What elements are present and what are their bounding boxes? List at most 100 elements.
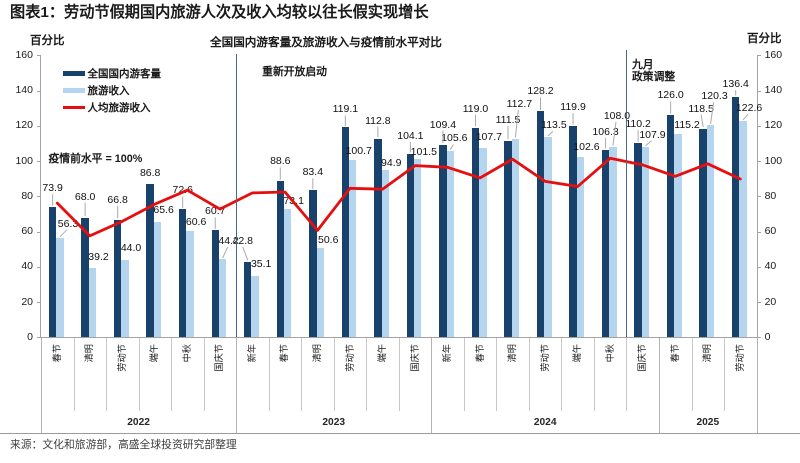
revenue-value-label: 107.9 <box>639 128 666 141</box>
right-axis-tick-label: 60 <box>764 225 777 238</box>
revenue-value-label: 50.6 <box>317 233 339 246</box>
value-label-leader-line <box>449 144 454 151</box>
revenue-value-label: 101.5 <box>410 145 437 158</box>
visitors-bar <box>731 96 740 338</box>
revenue-value-label: 102.6 <box>573 141 600 154</box>
revenue-bar <box>186 230 194 338</box>
legend-item-per-capita: 人均旅游收入 <box>62 99 162 116</box>
legend: 全国国内游客量 旅游收入 人均旅游收入 <box>62 65 162 116</box>
x-tick-label-text: 端午 <box>149 343 160 362</box>
event-annotation-text-line: 重新开放启动 <box>262 65 327 78</box>
revenue-bar <box>251 275 259 338</box>
right-axis-title: 百分比 <box>747 33 782 45</box>
x-tick-label: 新年 <box>247 344 265 362</box>
visitors-value-label: 104.1 <box>397 129 424 142</box>
category-separator <box>268 338 270 412</box>
revenue-bar <box>121 259 129 338</box>
right-axis-tick-label: 20 <box>764 295 777 308</box>
revenue-bar <box>153 221 162 338</box>
revenue-bar <box>576 156 585 338</box>
right-axis-tick-label: 160 <box>764 48 783 61</box>
revenue-value-label: 44.0 <box>120 242 142 255</box>
revenue-bar <box>218 259 227 338</box>
footer-divider <box>0 433 800 434</box>
visitors-value-label: 119.9 <box>560 101 586 114</box>
x-tick-label: 国庆节 <box>637 344 665 372</box>
x-tick-label-text: 春节 <box>474 343 485 362</box>
right-axis-tick-label: 120 <box>764 119 783 132</box>
visitors-value-label: 106.3 <box>592 126 619 139</box>
right-axis-tick <box>757 161 762 163</box>
visitors-bar <box>601 150 610 338</box>
x-tick-label-text: 清明 <box>702 343 713 362</box>
year-label: 2023 <box>322 416 346 428</box>
x-tick-label-text: 春节 <box>279 343 290 362</box>
revenue-value-label: 120.3 <box>701 90 728 103</box>
visitors-bar <box>699 128 707 338</box>
left-axis-tick <box>36 196 40 198</box>
visitors-value-label: 68.0 <box>74 190 96 203</box>
value-label-leader-line <box>645 140 652 147</box>
right-axis-tick <box>757 196 762 198</box>
revenue-bar <box>414 158 422 338</box>
visitors-bar <box>309 190 317 338</box>
chart-title: 图表1：劳动节假期国内旅游人次及收入均较以往长假实现增长 <box>10 4 429 21</box>
left-axis-tick-label: 60 <box>21 225 33 238</box>
left-axis-tick-label: 160 <box>15 48 33 61</box>
left-axis-tick-label: 120 <box>15 119 33 132</box>
x-tick-label: 国庆节 <box>214 344 242 372</box>
visitors-value-label: 72.6 <box>172 184 193 197</box>
visitors-bar <box>81 217 89 338</box>
visitors-bar <box>406 153 415 338</box>
event-annotation-text-line: 九月 <box>631 59 654 71</box>
right-axis-tick-label: 40 <box>764 260 777 273</box>
year-label: 2024 <box>533 416 557 428</box>
visitors-bar <box>179 209 187 338</box>
x-tick-label: 国庆节 <box>410 344 438 372</box>
revenue-value-label: 39.2 <box>88 250 109 263</box>
event-annotation-line <box>236 54 238 338</box>
event-annotation-text-line: 政策调整 <box>631 71 676 84</box>
visitors-bar <box>439 144 447 338</box>
revenue-bar <box>316 248 324 338</box>
value-label-leader-line <box>547 130 554 137</box>
visitors-bar-swatch <box>62 70 85 77</box>
visitors-bar <box>113 219 122 338</box>
legend-label-visitors: 全国国内游客量 <box>87 67 162 80</box>
right-axis-tick <box>757 90 762 92</box>
revenue-value-label: 73.1 <box>283 194 304 207</box>
revenue-bar <box>609 147 617 338</box>
x-tick-label-text: 新年 <box>442 343 453 362</box>
left-axis-tick-label: 100 <box>15 154 33 167</box>
x-tick-label-text: 中秋 <box>604 343 615 362</box>
revenue-value-label: 100.7 <box>345 144 372 157</box>
category-separator <box>691 338 693 412</box>
visitors-value-label: 112.8 <box>365 114 391 127</box>
x-tick-label-text: 中秋 <box>181 343 192 362</box>
category-separator <box>463 338 465 412</box>
x-tick-label-text: 端午 <box>377 343 388 362</box>
left-y-axis <box>40 55 41 339</box>
visitors-value-label: 42.8 <box>232 234 253 247</box>
right-axis-tick-label: 0 <box>764 330 771 343</box>
value-label-leader-line <box>742 113 749 121</box>
plot-subtitle: 全国国内游客量及旅游收入与疫情前水平对比 <box>210 36 442 49</box>
left-axis-tick <box>36 231 40 233</box>
revenue-bar <box>674 134 682 338</box>
revenue-value-label: 112.7 <box>506 97 533 110</box>
year-group-separator <box>659 338 661 434</box>
visitors-bar <box>211 230 219 338</box>
x-tick-label-text: 劳动节 <box>539 343 550 372</box>
left-axis-tick <box>36 302 40 304</box>
visitors-bar <box>666 115 675 338</box>
visitors-bar <box>634 143 642 338</box>
event-annotation-line <box>626 49 628 338</box>
x-tick-label-text: 国庆节 <box>214 343 225 372</box>
x-tick-label: 端午 <box>572 344 590 362</box>
visitors-value-label: 126.0 <box>657 89 684 102</box>
legend-label-revenue: 旅游收入 <box>87 84 130 97</box>
category-separator <box>73 338 75 412</box>
x-tick-label: 中秋 <box>182 344 200 362</box>
visitors-value-label: 66.8 <box>107 193 128 206</box>
